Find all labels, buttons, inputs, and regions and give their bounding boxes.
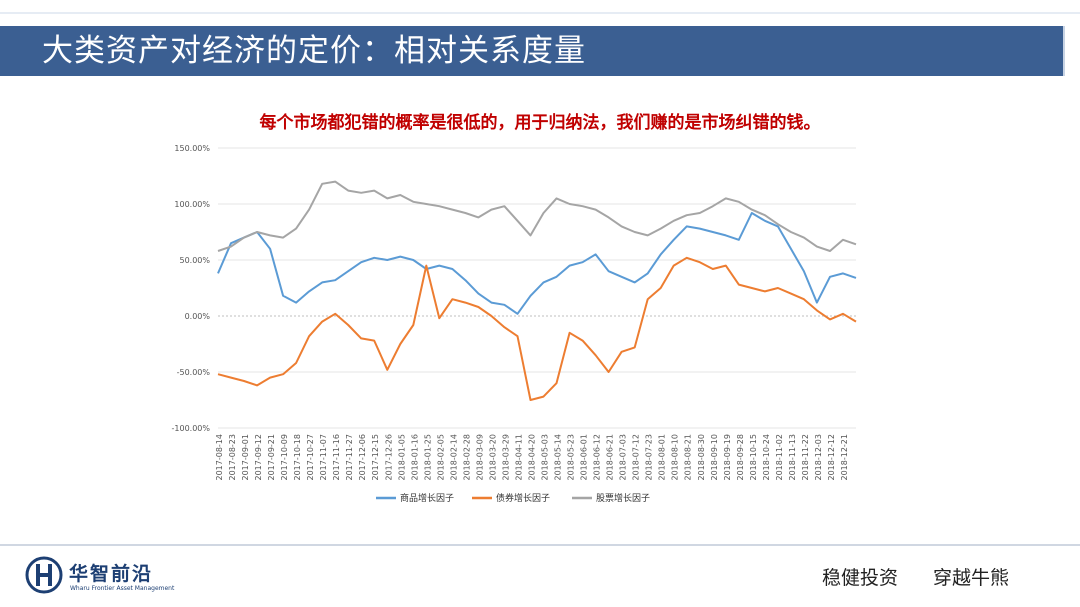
x-tick-label: 2017-11-07 xyxy=(319,434,328,481)
x-tick-label: 2018-07-12 xyxy=(632,434,641,481)
x-tick-label: 2018-09-28 xyxy=(736,434,745,481)
x-tick-label: 2018-01-25 xyxy=(423,434,432,481)
x-tick-label: 2018-12-21 xyxy=(840,434,849,481)
x-tick-label: 2017-09-12 xyxy=(254,434,263,481)
x-tick-label: 2017-11-16 xyxy=(332,434,341,481)
x-tick-label: 2018-03-29 xyxy=(501,434,510,481)
series-line-1 xyxy=(217,212,857,315)
x-tick-label: 2018-12-03 xyxy=(814,434,823,481)
x-tick-label: 2018-01-05 xyxy=(397,434,406,481)
x-tick-label: 2018-09-19 xyxy=(723,434,732,481)
x-tick-label: 2018-07-23 xyxy=(645,434,654,481)
x-tick-label: 2018-08-30 xyxy=(697,434,706,481)
x-tick-label: 2018-03-09 xyxy=(475,434,484,481)
slogan-steady: 稳健投资 xyxy=(822,567,899,589)
x-tick-label: 2018-03-20 xyxy=(488,434,497,481)
x-tick-label: 2017-12-26 xyxy=(384,434,393,481)
y-tick-label: 50.00% xyxy=(179,256,210,265)
x-tick-label: 2017-10-27 xyxy=(306,434,315,481)
title-bar-accent xyxy=(1063,26,1080,76)
x-tick-label: 2018-01-16 xyxy=(410,434,419,481)
x-tick-label: 2017-12-15 xyxy=(371,434,380,481)
slogan-cycles: 穿越牛熊 xyxy=(933,567,1010,589)
x-tick-label: 2018-04-11 xyxy=(514,434,523,481)
line-chart: 150.00% 100.00% 50.00% 0.00% -50.00% -100.00%… xyxy=(172,144,857,504)
x-tick-label: 2018-11-22 xyxy=(801,434,810,481)
x-tick-label: 2018-05-03 xyxy=(541,434,550,481)
y-tick-label: 150.00% xyxy=(174,144,210,153)
x-tick-label: 2018-05-14 xyxy=(554,434,563,481)
legend-label: 债券增长因子 xyxy=(496,492,550,504)
x-tick-label: 2017-08-14 xyxy=(215,434,224,481)
top-divider xyxy=(0,12,1080,14)
x-tick-label: 2018-10-24 xyxy=(762,434,771,481)
y-tick-label: 100.00% xyxy=(174,200,210,209)
slide-subtitle: 每个市场都犯错的概率是很低的，用于归纳法，我们赚的是市场纠错的钱。 xyxy=(259,113,821,133)
x-tick-label: 2017-12-06 xyxy=(358,434,367,481)
legend-label: 股票增长因子 xyxy=(596,492,650,504)
x-tick-label: 2018-11-13 xyxy=(788,434,797,481)
slide-title: 大类资产对经济的定价：相对关系度量 xyxy=(42,33,586,69)
x-tick-label: 2018-10-15 xyxy=(749,434,758,481)
x-tick-label: 2017-11-27 xyxy=(345,434,354,481)
series-line-3 xyxy=(217,180,857,252)
x-tick-label: 2018-04-20 xyxy=(527,434,536,481)
x-tick-label: 2018-09-10 xyxy=(710,434,719,481)
x-tick-label: 2017-09-21 xyxy=(267,434,276,481)
x-tick-label: 2018-08-21 xyxy=(684,434,693,481)
y-tick-label: 0.00% xyxy=(185,312,211,321)
x-tick-label: 2017-08-23 xyxy=(228,434,237,481)
series-line-2 xyxy=(217,256,857,401)
x-tick-label: 2018-05-23 xyxy=(567,434,576,481)
y-tick-label: -100.00% xyxy=(172,424,211,433)
x-tick-label: 2018-06-01 xyxy=(580,434,589,481)
x-tick-label: 2018-02-14 xyxy=(449,434,458,481)
x-tick-label: 2018-06-12 xyxy=(593,434,602,481)
x-tick-label: 2018-08-01 xyxy=(658,434,667,481)
x-tick-label: 2018-02-05 xyxy=(436,434,445,481)
x-tick-label: 2017-10-09 xyxy=(280,434,289,481)
x-tick-label: 2018-12-12 xyxy=(827,434,836,481)
legend-label: 商品增长因子 xyxy=(400,492,454,504)
brand-subtitle: Wharu Frontier Asset Management xyxy=(70,585,175,592)
title-bar xyxy=(0,26,1063,76)
brand-name: 华智前沿 xyxy=(69,563,154,585)
x-tick-label: 2018-02-28 xyxy=(462,434,471,481)
brand-logo-icon xyxy=(25,556,63,594)
x-tick-label: 2018-06-21 xyxy=(606,434,615,481)
x-tick-label: 2017-10-18 xyxy=(293,434,302,481)
x-tick-label: 2017-09-01 xyxy=(241,434,250,481)
footer-divider xyxy=(0,544,1080,546)
x-tick-label: 2018-11-02 xyxy=(775,434,784,481)
y-tick-label: -50.00% xyxy=(177,368,211,377)
x-tick-label: 2018-08-10 xyxy=(671,434,680,481)
x-tick-label: 2018-07-03 xyxy=(619,434,628,481)
